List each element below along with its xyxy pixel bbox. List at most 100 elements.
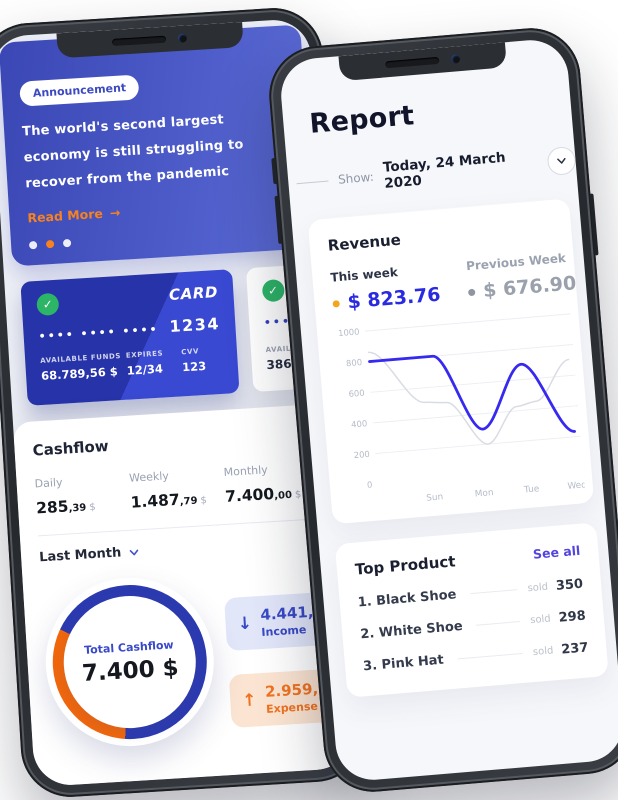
divider [470,588,518,594]
card-number-last4: 1234 [168,313,221,336]
card-number: •••• •••• •••• 1234 [38,314,220,344]
stat-value: 7.400 [224,484,275,506]
announcement-badge: Announcement [19,74,140,107]
phone-left: Announcement The world's second largest … [0,5,368,800]
carousel-dot[interactable] [45,239,55,249]
page-title: Report [308,100,416,140]
show-date-value: Today, 24 March 2020 [382,149,507,192]
front-camera [178,33,188,43]
carousel-dot[interactable] [28,240,38,250]
date-dropdown-button[interactable] [546,145,577,177]
card-number-mask: •••• •••• •••• [38,322,159,344]
sold-quantity: 350 [555,576,584,594]
previous-week-dot [468,288,476,296]
stat-weekly: Weekly 1.487,79 $ [128,466,226,512]
revenue-card: Revenue This week $ 823.76 Previous Week [307,198,595,525]
stat-decimals: ,39 [68,502,87,515]
phone-right: Report Show: Today, 24 March 2020 Revenu… [265,24,618,796]
svg-text:800: 800 [346,357,363,368]
carousel-dots [28,225,295,250]
stat-decimals: ,00 [273,489,293,502]
sold-label: sold [529,613,552,626]
product-name: 3. Pink Hat [362,652,445,675]
arrow-up-icon: ↑ [241,689,258,711]
cashflow-panel: Cashflow Daily 285,39 $ Weekly 1.487,79 $ … [12,403,355,788]
check-icon: ✓ [261,278,285,303]
revenue-title: Revenue [327,230,402,255]
phone-right-screen: Report Show: Today, 24 March 2020 Revenu… [278,37,618,783]
product-name: 2. White Shoe [359,618,464,643]
card-type-label: CARD [168,283,219,304]
date-filter-row: Show: Today, 24 March 2020 [295,144,577,199]
read-more-label: Read More [27,205,104,226]
divider [457,652,524,660]
sold-quantity: 237 [560,640,589,658]
this-week-column: This week $ 823.76 [330,262,441,315]
top-product-title: Top Product [354,552,457,579]
cards-carousel: ✓ CARD •••• •••• •••• 1234 AVAILABLE FUN… [3,248,355,423]
volume-up-button [271,157,278,185]
svg-text:Sun: Sun [426,492,444,503]
available-funds-label: AVAILABLE FUNDS [39,352,122,365]
previous-week-value: $ 676.90 [482,272,578,302]
read-more-link[interactable]: Read More → [27,194,293,226]
stat-currency: $ [294,489,302,501]
available-funds-value: 68.789,56 $ [40,364,119,383]
donut-center-label: Total Cashflow [83,637,174,657]
svg-text:Mon: Mon [474,488,493,500]
stat-value: 1.487 [130,490,181,512]
previous-week-label: Previous Week [465,250,567,274]
stat-value: 285 [35,497,70,518]
revenue-line-chart: 0 200 400 600 800 1000 Sun Mon Tue Wed [338,313,586,504]
svg-text:400: 400 [351,418,368,429]
divider [296,180,329,184]
show-label: Show: [337,169,375,187]
stat-currency: $ [89,501,97,514]
phone-left-screen: Announcement The world's second largest … [0,17,355,788]
stat-label: Daily [34,475,63,491]
svg-text:1000: 1000 [338,326,360,338]
total-cashflow-donut: Total Cashflow 7.400 $ [40,573,219,752]
sold-quantity: 298 [558,608,587,626]
this-week-label: This week [329,265,399,285]
chevron-down-icon [129,549,139,555]
product-row[interactable]: 1. Black Shoe sold 350 [357,576,583,610]
arrow-right-icon: → [109,204,121,221]
product-name: 1. Black Shoe [357,587,457,611]
arrow-down-icon: ↓ [237,613,253,634]
divider [476,620,521,626]
product-row[interactable]: 2. White Shoe sold 298 [360,608,586,642]
cashflow-stats: Daily 285,39 $ Weekly 1.487,79 $ Monthly 7… [34,460,320,517]
announcement-headline: The world's second largest economy is st… [21,112,244,192]
stat-currency: $ [200,495,208,507]
cvv-value: 123 [181,358,207,375]
phone-right-frame: Report Show: Today, 24 March 2020 Revenu… [265,24,618,796]
see-all-link[interactable]: See all [532,543,581,562]
product-row[interactable]: 3. Pink Hat sold 237 [363,640,589,674]
stat-daily: Daily 285,39 $ [34,472,131,518]
cashflow-title: Cashflow [32,436,110,460]
svg-text:Wed: Wed [567,480,585,492]
stat-decimals: ,79 [179,495,198,508]
phone-left-frame: Announcement The world's second largest … [0,5,368,800]
carousel-dot[interactable] [62,238,72,248]
expires-value: 12/34 [126,361,164,378]
speaker-grille [112,35,167,46]
speaker-grille [385,56,440,69]
cashflow-chart-row: Total Cashflow 7.400 $ ↓ 4.441,2 Income [40,566,355,752]
this-week-dot [332,299,340,308]
chevron-down-icon [557,157,566,164]
top-product-card: Top Product See all 1. Black Shoe sold 3… [334,522,609,698]
sold-label: sold [527,581,549,595]
period-dropdown[interactable]: Last Month [39,533,323,565]
sold-label: sold [532,645,554,658]
svg-text:600: 600 [348,388,365,399]
power-button [589,193,599,256]
bank-card-primary[interactable]: ✓ CARD •••• •••• •••• 1234 AVAILABLE FUN… [20,269,240,406]
cvv-label: CVV [180,347,200,357]
check-icon: ✓ [36,292,60,317]
donut-center-value: 7.400 $ [81,654,180,687]
this-week-value: $ 823.76 [346,283,442,314]
stat-label: Weekly [128,469,170,485]
